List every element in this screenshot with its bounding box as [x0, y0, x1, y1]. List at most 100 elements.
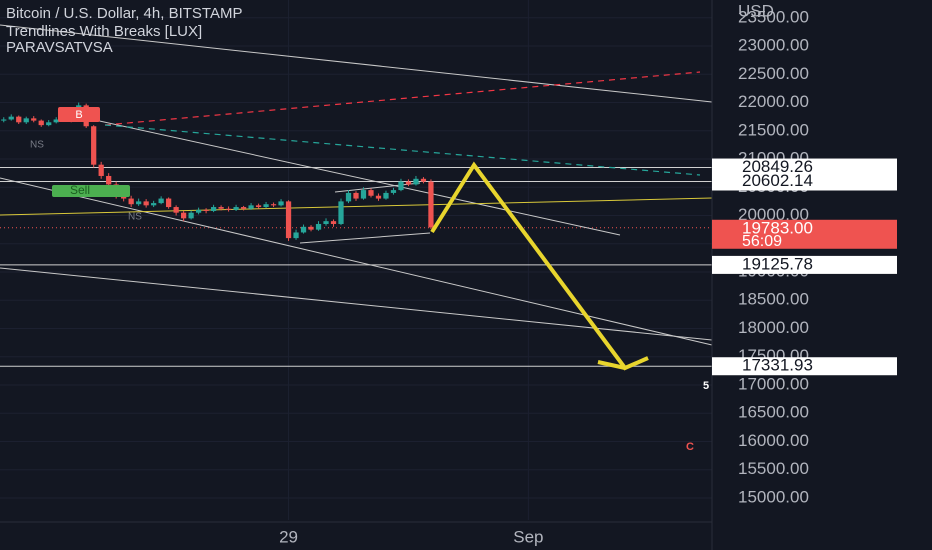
price-level-label: 20849.26	[742, 157, 813, 176]
candle-body	[128, 198, 134, 205]
ns-label: NS	[128, 212, 142, 223]
trendline	[94, 119, 621, 236]
candle-body	[293, 232, 299, 239]
candle-body	[353, 192, 359, 199]
trendline-dashed	[104, 71, 701, 126]
candle-body	[210, 207, 217, 211]
candle-body	[323, 221, 329, 224]
price-level-box	[712, 357, 897, 376]
projection-arrow	[597, 360, 626, 370]
candle-body	[390, 190, 397, 193]
candle-body	[375, 195, 382, 199]
y-tick-label: 20000.00	[738, 205, 809, 224]
candle-body	[413, 178, 419, 185]
last-price-box	[712, 219, 897, 249]
candle-body	[53, 119, 59, 123]
candle-body	[180, 212, 187, 219]
candle-body	[383, 192, 389, 199]
candle-body	[121, 195, 127, 199]
candle-body	[263, 204, 269, 208]
y-tick-label: 22000.00	[738, 92, 809, 111]
wave-label: 5	[703, 380, 709, 392]
chart-title: Bitcoin / U.S. Dollar, 4h, BITSTAMP	[6, 5, 242, 22]
candle-body	[368, 190, 374, 196]
candle-body	[308, 226, 314, 230]
price-level-box	[712, 172, 897, 191]
sell-marker	[52, 185, 130, 197]
price-level-label: 17331.93	[742, 356, 813, 375]
grid	[0, 0, 712, 520]
buy-marker	[58, 107, 100, 122]
candle-body	[240, 207, 247, 209]
candle-body	[278, 201, 284, 206]
candle-body	[158, 198, 164, 204]
buy-label: B	[75, 109, 82, 121]
indicator-name: Trendlines With Breaks [LUX]	[6, 23, 202, 40]
drawings	[0, 24, 713, 346]
candle-body	[195, 209, 202, 213]
trendline	[0, 24, 713, 103]
candle-body	[218, 207, 224, 209]
candle-body	[106, 175, 112, 185]
candle-body	[255, 205, 262, 208]
candle-body	[46, 122, 52, 126]
y-tick-label: 15000.00	[738, 487, 809, 506]
candle-body	[91, 126, 97, 165]
candle-body	[285, 201, 292, 239]
candle-body	[1, 119, 7, 121]
candle-body	[233, 207, 239, 210]
candle-body	[270, 204, 277, 206]
channel-line	[299, 232, 431, 244]
candle-body	[360, 190, 367, 199]
candle-body	[203, 209, 209, 211]
candle-body	[420, 178, 427, 182]
candle-body	[338, 201, 344, 224]
currency-label: USD	[738, 1, 774, 20]
y-tick-label: 18000.00	[738, 318, 809, 337]
candle-body	[315, 223, 322, 230]
channel-line	[334, 182, 421, 193]
price-level-box	[712, 255, 897, 274]
candle-body	[248, 205, 254, 209]
candle-body	[405, 181, 412, 185]
sell-label: Sell	[70, 183, 90, 197]
candle-body	[16, 116, 22, 123]
projection	[430, 161, 649, 371]
countdown-label: 56:09	[742, 233, 782, 250]
y-tick-label: 17000.00	[738, 374, 809, 393]
projection-path	[430, 161, 649, 371]
trendline-yellow	[0, 197, 713, 216]
trendline	[0, 177, 713, 346]
candle-body	[8, 116, 14, 120]
candle-body	[188, 212, 194, 219]
indicator-name: PARAVSATVSA	[6, 39, 113, 56]
candle-body	[31, 118, 37, 121]
price-level-label: 20602.14	[742, 171, 813, 190]
x-tick-label: Sep	[513, 527, 543, 546]
candle-body	[345, 192, 352, 202]
y-tick-label: 16500.00	[738, 403, 809, 422]
candle-body	[428, 181, 434, 228]
candle-body	[151, 203, 157, 206]
candle-body	[38, 120, 44, 126]
y-tick-label: 15500.00	[738, 459, 809, 478]
price-level-label: 19125.78	[742, 254, 813, 273]
y-tick-label: 23500.00	[738, 7, 809, 26]
wave-label: C	[686, 441, 694, 453]
candle-body	[136, 201, 142, 205]
ns-label: NS	[30, 140, 44, 151]
candle-body	[330, 221, 337, 224]
y-tick-label: 16000.00	[738, 431, 809, 450]
last-price-label: 19783.00	[742, 218, 813, 237]
x-tick-label: 29	[279, 527, 298, 546]
y-tick-label: 22500.00	[738, 64, 809, 83]
candle-body	[166, 198, 172, 208]
candle-body	[225, 208, 232, 210]
candle-body	[300, 226, 307, 233]
candle-body	[173, 207, 179, 213]
y-tick-label: 23000.00	[738, 36, 809, 55]
y-tick-label: 18500.00	[738, 290, 809, 309]
